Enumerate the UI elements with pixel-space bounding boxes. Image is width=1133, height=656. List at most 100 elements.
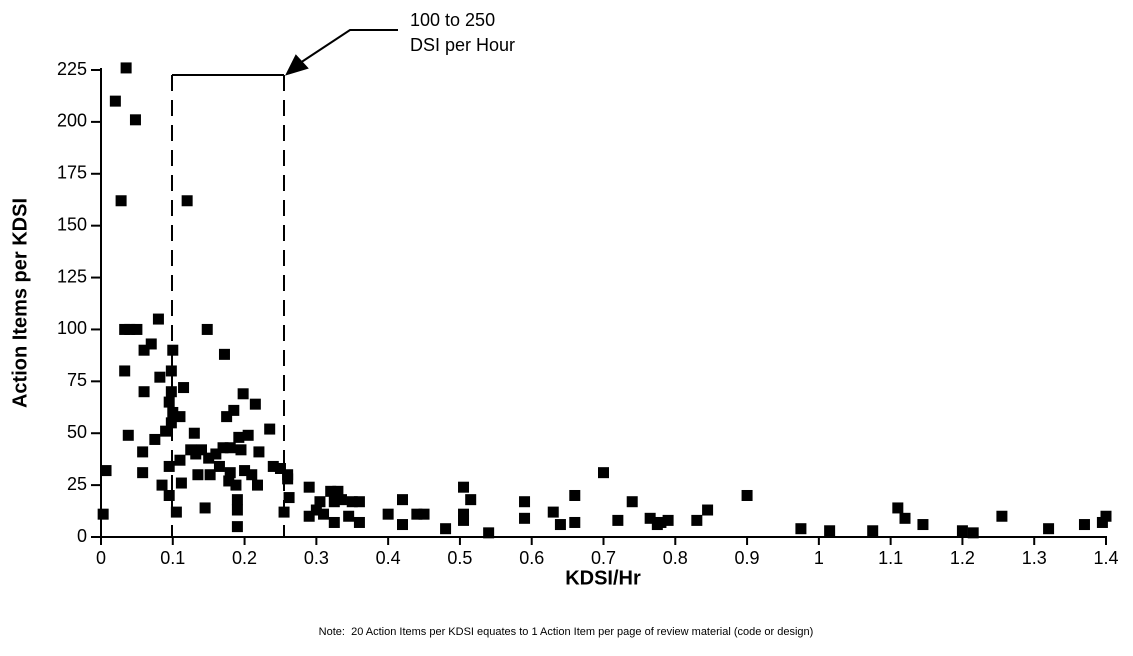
point [149, 433, 161, 445]
point [411, 508, 423, 520]
x-tick-label: 1.4 [1093, 548, 1118, 568]
point [163, 489, 175, 501]
point [892, 502, 904, 514]
point [231, 504, 243, 516]
point [165, 386, 177, 398]
point [221, 411, 233, 423]
point [343, 510, 355, 522]
y-tick-label: 225 [57, 59, 87, 79]
y-tick-label: 100 [57, 318, 87, 338]
x-tick-label: 0.2 [232, 548, 257, 568]
point [899, 512, 911, 524]
annotation: 100 to 250 [410, 10, 495, 30]
point [458, 514, 470, 526]
point [1100, 510, 1112, 522]
point [129, 114, 141, 126]
y-tick-label: 175 [57, 163, 87, 183]
point [465, 494, 477, 506]
point [967, 527, 979, 539]
point [230, 479, 242, 491]
point [332, 485, 344, 497]
point [235, 444, 247, 456]
point [267, 460, 279, 472]
x-tick-label: 0.5 [447, 548, 472, 568]
point [190, 448, 202, 460]
point [119, 365, 131, 377]
y-tick-label: 200 [57, 111, 87, 131]
point [174, 411, 186, 423]
point [662, 514, 674, 526]
point [1078, 519, 1090, 531]
point [231, 494, 243, 506]
y-tick-label: 125 [57, 266, 87, 286]
note: Note: 20 Action Items per KDSI equates t… [319, 626, 814, 638]
point [458, 508, 470, 520]
point [554, 519, 566, 531]
point [152, 313, 164, 325]
point [314, 496, 326, 508]
point [109, 95, 121, 107]
x-tick-label: 1.2 [950, 548, 975, 568]
point [917, 519, 929, 531]
point [156, 479, 168, 491]
point [223, 475, 235, 487]
x-tick-label: 0.8 [663, 548, 688, 568]
point [163, 460, 175, 472]
x-tick-label: 0.4 [376, 548, 401, 568]
y-axis-label: Action Items per KDSI [9, 198, 31, 408]
point [318, 508, 330, 520]
point [124, 323, 136, 335]
point [691, 514, 703, 526]
point [228, 404, 240, 416]
point [1096, 516, 1108, 528]
point [283, 492, 295, 504]
point [145, 338, 157, 350]
point [224, 442, 236, 454]
point [278, 506, 290, 518]
point [131, 323, 143, 335]
x-tick-label: 0 [96, 548, 106, 568]
x-tick-label: 0.7 [591, 548, 616, 568]
point [824, 525, 836, 537]
point [120, 62, 132, 74]
point [741, 489, 753, 501]
x-axis-label: KDSI/Hr [565, 567, 641, 589]
point [458, 481, 470, 493]
y-tick-label: 50 [67, 422, 87, 442]
point [138, 386, 150, 398]
point [353, 516, 365, 528]
x-tick-label: 0.1 [160, 548, 185, 568]
point [1043, 523, 1055, 535]
bracket [171, 29, 398, 537]
point [483, 527, 495, 539]
point [217, 442, 229, 454]
x-tick-label: 1.1 [878, 548, 903, 568]
point [249, 398, 261, 410]
point [547, 506, 559, 518]
x-tick-label: 1.3 [1022, 548, 1047, 568]
point [170, 506, 182, 518]
point [251, 479, 263, 491]
point [519, 496, 531, 508]
point [218, 348, 230, 360]
point [310, 504, 322, 516]
point [201, 323, 213, 335]
y-tick-label: 0 [77, 526, 87, 546]
point [264, 423, 276, 435]
point [137, 467, 149, 479]
point [397, 494, 408, 506]
x-tick-label: 0.9 [735, 548, 760, 568]
point [612, 514, 624, 526]
point [335, 494, 347, 506]
point [160, 425, 172, 437]
point [203, 452, 215, 464]
point [702, 504, 714, 516]
point [154, 371, 166, 383]
point [569, 516, 581, 528]
y-tick-label: 150 [57, 214, 87, 234]
point [196, 444, 207, 456]
point [181, 195, 193, 207]
point [178, 382, 190, 394]
point [253, 446, 265, 458]
